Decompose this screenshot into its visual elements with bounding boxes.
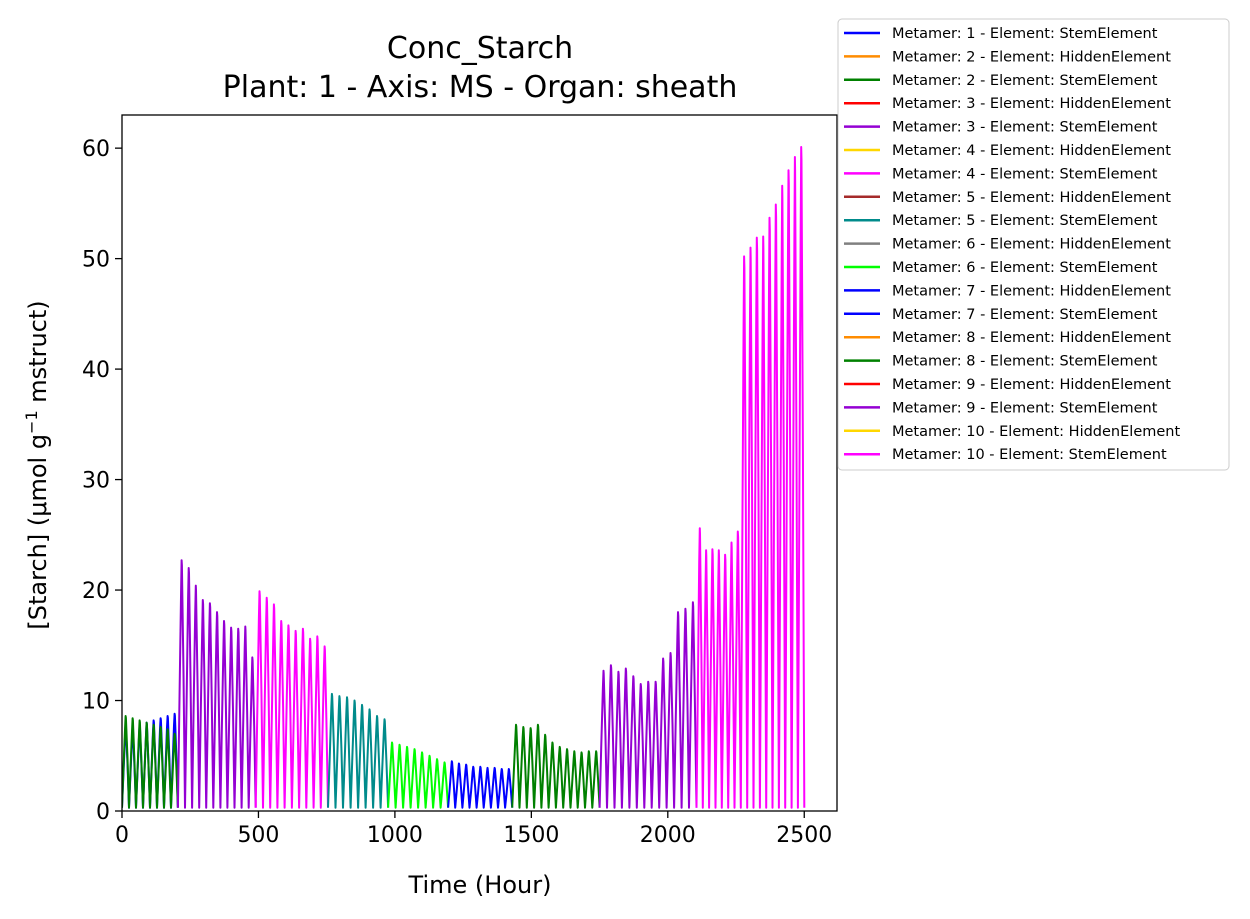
legend-label: Metamer: 4 - Element: HiddenElement <box>892 143 1171 159</box>
legend-label: Metamer: 9 - Element: StemElement <box>892 400 1158 416</box>
x-tick-label: 0 <box>115 823 129 848</box>
series-line-7 <box>254 590 329 809</box>
chart-title-line2: Plant: 1 - Axis: MS - Organ: sheath <box>223 70 738 105</box>
legend-label: Metamer: 8 - Element: StemElement <box>892 354 1158 370</box>
plot-series <box>122 146 806 809</box>
legend-label: Metamer: 7 - Element: StemElement <box>892 307 1158 323</box>
legend-label: Metamer: 10 - Element: StemElement <box>892 447 1167 463</box>
y-axis-label-sup: −1 <box>22 410 41 434</box>
chart-title: Conc_Starch Plant: 1 - Axis: MS - Organ:… <box>223 31 738 105</box>
x-axis-label: Time (Hour) <box>408 871 552 899</box>
legend-label: Metamer: 3 - Element: HiddenElement <box>892 96 1171 112</box>
legend-label: Metamer: 8 - Element: HiddenElement <box>892 330 1171 346</box>
legend-frame <box>837 18 1230 471</box>
series-line-15 <box>511 723 601 809</box>
legend-label: Metamer: 5 - Element: HiddenElement <box>892 190 1171 206</box>
x-tick-label: 2000 <box>640 823 696 848</box>
x-tick-label: 1000 <box>367 823 423 848</box>
legend-label: Metamer: 6 - Element: StemElement <box>892 260 1158 276</box>
y-axis: 0 10 20 30 40 50 60 <box>82 137 122 825</box>
y-axis-label: [Starch] (μmol g−1 mstruct) <box>22 300 53 629</box>
legend-label: Metamer: 3 - Element: StemElement <box>892 120 1158 136</box>
series-line-13 <box>447 760 514 809</box>
series-line-9 <box>327 692 390 809</box>
y-axis-label-suffix: mstruct) <box>24 300 52 410</box>
legend-label: Metamer: 2 - Element: HiddenElement <box>892 49 1171 65</box>
chart-title-line1: Conc_Starch <box>387 31 573 66</box>
y-tick-label: 30 <box>82 469 110 494</box>
series-line-11 <box>387 741 450 809</box>
y-tick-label: 40 <box>82 358 110 383</box>
legend-label: Metamer: 10 - Element: HiddenElement <box>892 424 1180 440</box>
y-tick-label: 60 <box>82 137 110 162</box>
legend-label: Metamer: 9 - Element: HiddenElement <box>892 377 1171 393</box>
legend-label: Metamer: 6 - Element: HiddenElement <box>892 237 1171 253</box>
series-line-3 <box>122 715 179 809</box>
legend: Metamer: 1 - Element: StemElement Metamer… <box>837 18 1230 471</box>
y-tick-label: 20 <box>82 579 110 604</box>
series-line-5 <box>176 559 257 809</box>
x-tick-label: 2500 <box>776 823 832 848</box>
y-tick-label: 10 <box>82 690 110 715</box>
legend-label: Metamer: 4 - Element: StemElement <box>892 166 1158 182</box>
legend-label: Metamer: 5 - Element: StemElement <box>892 213 1158 229</box>
x-tick-label: 500 <box>237 823 279 848</box>
x-tick-label: 1500 <box>503 823 559 848</box>
legend-label: Metamer: 1 - Element: StemElement <box>892 26 1158 42</box>
series-line-19 <box>695 146 806 809</box>
y-tick-label: 0 <box>96 800 110 825</box>
y-tick-label: 50 <box>82 248 110 273</box>
series-line-17 <box>598 601 698 809</box>
x-axis: 0 500 1000 1500 2000 2500 <box>115 811 832 848</box>
y-axis-label-prefix: [Starch] (μmol g <box>24 434 52 630</box>
legend-label: Metamer: 7 - Element: HiddenElement <box>892 283 1171 299</box>
plot-frame <box>121 114 838 812</box>
legend-label: Metamer: 2 - Element: StemElement <box>892 73 1158 89</box>
